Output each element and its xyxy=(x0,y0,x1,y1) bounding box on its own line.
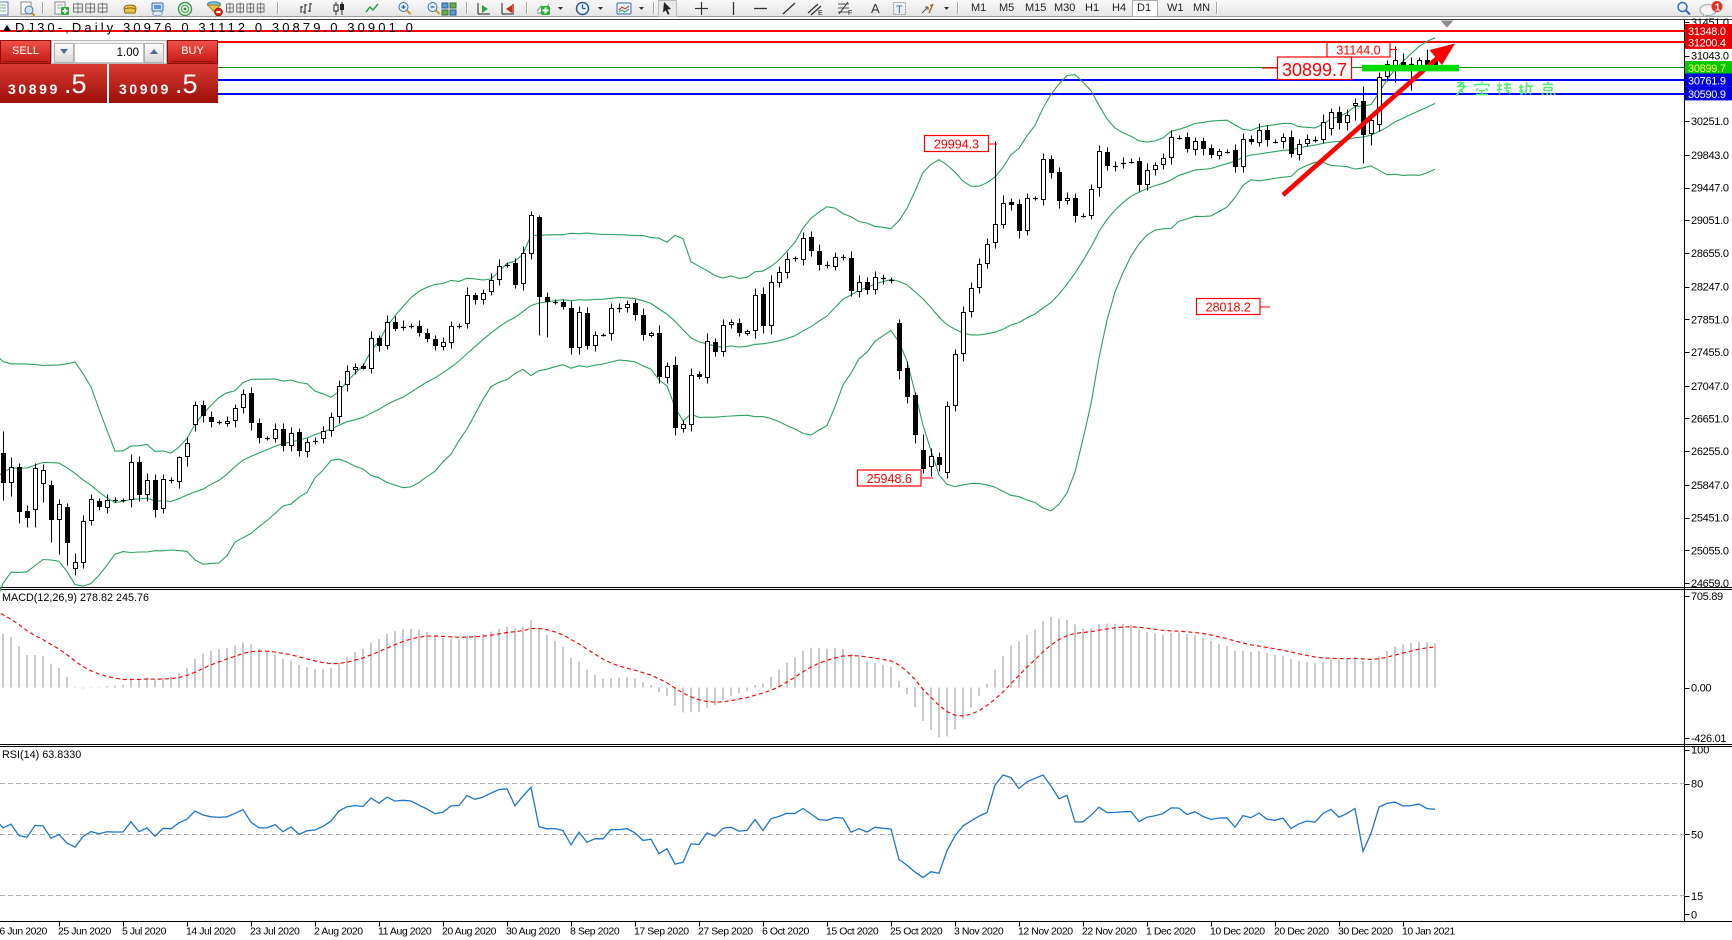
svg-text:2 Aug 2020: 2 Aug 2020 xyxy=(314,926,363,938)
svg-text:27455.0: 27455.0 xyxy=(1691,347,1729,359)
svg-text:26651.0: 26651.0 xyxy=(1691,414,1729,426)
svg-text:29994.3: 29994.3 xyxy=(934,137,979,151)
svg-text:0: 0 xyxy=(1691,910,1697,922)
svg-text:10 Jan 2021: 10 Jan 2021 xyxy=(1402,926,1455,938)
svg-text:29843.0: 29843.0 xyxy=(1691,150,1729,162)
svg-text:15: 15 xyxy=(1691,891,1703,903)
svg-text:16 Jun 2020: 16 Jun 2020 xyxy=(0,926,47,938)
svg-text:1: 1 xyxy=(1715,3,1721,14)
svg-text:28655.0: 28655.0 xyxy=(1691,248,1729,260)
svg-text:10 Dec 2020: 10 Dec 2020 xyxy=(1210,926,1265,938)
svg-text:28247.0: 28247.0 xyxy=(1691,282,1729,294)
svg-text:30899.7: 30899.7 xyxy=(1282,60,1347,80)
svg-text:5 Jul 2020: 5 Jul 2020 xyxy=(122,926,167,938)
svg-text:F: F xyxy=(848,10,852,16)
svg-text:3 Nov 2020: 3 Nov 2020 xyxy=(954,926,1004,938)
svg-text:27047.0: 27047.0 xyxy=(1691,381,1729,393)
svg-text:14 Jul 2020: 14 Jul 2020 xyxy=(186,926,236,938)
svg-text:12 Nov 2020: 12 Nov 2020 xyxy=(1018,926,1073,938)
svg-text:30 Aug 2020: 30 Aug 2020 xyxy=(506,926,561,938)
svg-text:25451.0: 25451.0 xyxy=(1691,513,1729,525)
svg-text:11 Aug 2020: 11 Aug 2020 xyxy=(378,926,432,938)
svg-text:20 Dec 2020: 20 Dec 2020 xyxy=(1274,926,1329,938)
svg-text:705.89: 705.89 xyxy=(1691,591,1723,603)
svg-text:30899.7: 30899.7 xyxy=(1688,63,1726,75)
svg-text:20 Aug 2020: 20 Aug 2020 xyxy=(442,926,497,938)
svg-text:31348.0: 31348.0 xyxy=(1688,26,1726,38)
svg-text:30761.9: 30761.9 xyxy=(1688,75,1726,87)
svg-text:25 Jun 2020: 25 Jun 2020 xyxy=(58,926,111,938)
svg-text:80: 80 xyxy=(1691,779,1703,791)
svg-text:0.00: 0.00 xyxy=(1691,683,1711,695)
svg-text:30251.0: 30251.0 xyxy=(1691,116,1729,128)
svg-text:28018.2: 28018.2 xyxy=(1206,300,1251,314)
svg-text:17 Sep 2020: 17 Sep 2020 xyxy=(634,926,689,938)
svg-text:25 Oct 2020: 25 Oct 2020 xyxy=(890,926,943,938)
svg-text:15 Oct 2020: 15 Oct 2020 xyxy=(826,926,879,938)
svg-text:29051.0: 29051.0 xyxy=(1691,215,1729,227)
svg-text:22 Nov 2020: 22 Nov 2020 xyxy=(1082,926,1137,938)
svg-text:T: T xyxy=(896,4,903,16)
svg-text:31144.0: 31144.0 xyxy=(1336,44,1380,58)
svg-text:24659.0: 24659.0 xyxy=(1691,578,1729,590)
svg-text:6 Oct 2020: 6 Oct 2020 xyxy=(762,926,809,938)
svg-text:30590.9: 30590.9 xyxy=(1688,89,1726,101)
svg-text:23 Jul 2020: 23 Jul 2020 xyxy=(250,926,300,938)
svg-text:A: A xyxy=(871,1,880,16)
svg-text:29447.0: 29447.0 xyxy=(1691,183,1729,195)
svg-text:1 Dec 2020: 1 Dec 2020 xyxy=(1146,926,1196,938)
svg-text:25948.6: 25948.6 xyxy=(867,472,912,486)
svg-text:DJ30-,Daily 30976.0 31112.0 3: DJ30-,Daily 30976.0 31112.0 30879.0 3090… xyxy=(15,20,416,35)
svg-text:31200.4: 31200.4 xyxy=(1688,37,1726,49)
svg-text:8 Sep 2020: 8 Sep 2020 xyxy=(570,926,620,938)
svg-text:E: E xyxy=(818,10,823,16)
svg-text:50: 50 xyxy=(1691,829,1703,841)
svg-text:25055.0: 25055.0 xyxy=(1691,545,1729,557)
svg-text:30 Dec 2020: 30 Dec 2020 xyxy=(1338,926,1393,938)
svg-text:27 Sep 2020: 27 Sep 2020 xyxy=(698,926,753,938)
svg-text:26255.0: 26255.0 xyxy=(1691,446,1729,458)
svg-text:27851.0: 27851.0 xyxy=(1691,314,1729,326)
svg-text:-426.01: -426.01 xyxy=(1691,733,1726,745)
svg-text:RSI(14) 63.8330: RSI(14) 63.8330 xyxy=(2,749,81,761)
svg-text:31043.0: 31043.0 xyxy=(1691,51,1729,63)
svg-text:MACD(12,26,9) 278.82 245.76: MACD(12,26,9) 278.82 245.76 xyxy=(2,592,149,604)
svg-text:25847.0: 25847.0 xyxy=(1691,480,1729,492)
svg-text:100: 100 xyxy=(1691,745,1709,757)
